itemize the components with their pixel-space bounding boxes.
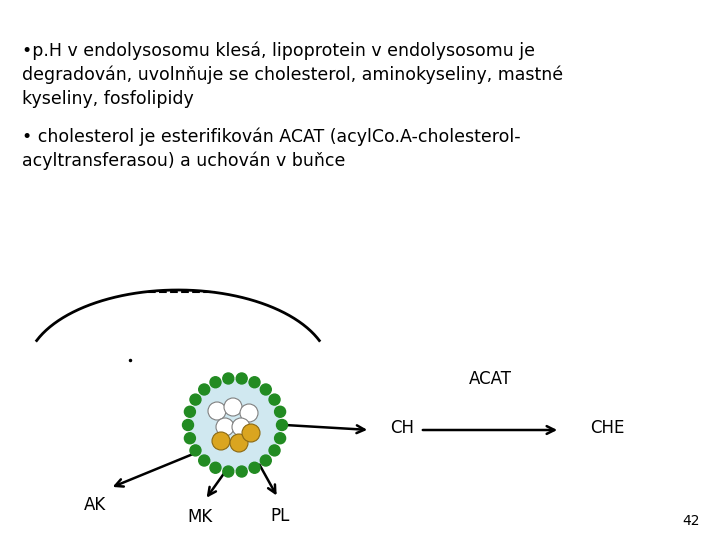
Circle shape bbox=[190, 394, 201, 405]
Text: ACAT: ACAT bbox=[469, 370, 511, 388]
Text: degradován, uvolnňuje se cholesterol, aminokyseliny, mastné: degradován, uvolnňuje se cholesterol, am… bbox=[22, 66, 563, 84]
Circle shape bbox=[242, 424, 260, 442]
Circle shape bbox=[240, 404, 258, 422]
Text: acyltransferasou) a uchován v buňce: acyltransferasou) a uchován v buňce bbox=[22, 152, 346, 171]
Circle shape bbox=[276, 420, 287, 430]
Circle shape bbox=[208, 402, 226, 420]
Circle shape bbox=[269, 445, 280, 456]
Circle shape bbox=[184, 406, 195, 417]
Circle shape bbox=[222, 373, 234, 384]
Circle shape bbox=[210, 462, 221, 473]
Text: 42: 42 bbox=[683, 514, 700, 528]
Circle shape bbox=[260, 384, 271, 395]
Circle shape bbox=[222, 466, 234, 477]
Circle shape bbox=[190, 445, 201, 456]
Text: AK: AK bbox=[84, 496, 106, 514]
Circle shape bbox=[212, 432, 230, 450]
Circle shape bbox=[216, 418, 234, 436]
Circle shape bbox=[260, 455, 271, 466]
Circle shape bbox=[274, 433, 286, 444]
Circle shape bbox=[249, 377, 260, 388]
Text: • cholesterol je esterifikován ACAT (acylCo.A-cholesterol-: • cholesterol je esterifikován ACAT (acy… bbox=[22, 128, 521, 146]
Circle shape bbox=[224, 398, 242, 416]
Circle shape bbox=[199, 384, 210, 395]
Text: PL: PL bbox=[270, 507, 289, 525]
Circle shape bbox=[184, 433, 195, 444]
Circle shape bbox=[210, 377, 221, 388]
Circle shape bbox=[269, 394, 280, 405]
Circle shape bbox=[236, 373, 247, 384]
Text: kyseliny, fosfolipidy: kyseliny, fosfolipidy bbox=[22, 90, 194, 108]
Circle shape bbox=[230, 434, 248, 452]
Circle shape bbox=[236, 466, 247, 477]
Circle shape bbox=[274, 406, 286, 417]
Circle shape bbox=[199, 455, 210, 466]
Text: MK: MK bbox=[187, 508, 212, 526]
Circle shape bbox=[182, 420, 194, 430]
Text: CH: CH bbox=[390, 419, 414, 437]
Text: CHE: CHE bbox=[590, 419, 624, 437]
Text: •p.H v endolysosomu klesá, lipoprotein v endolysosomu je: •p.H v endolysosomu klesá, lipoprotein v… bbox=[22, 42, 535, 60]
Circle shape bbox=[249, 462, 260, 473]
Circle shape bbox=[232, 418, 250, 436]
Circle shape bbox=[190, 380, 280, 470]
